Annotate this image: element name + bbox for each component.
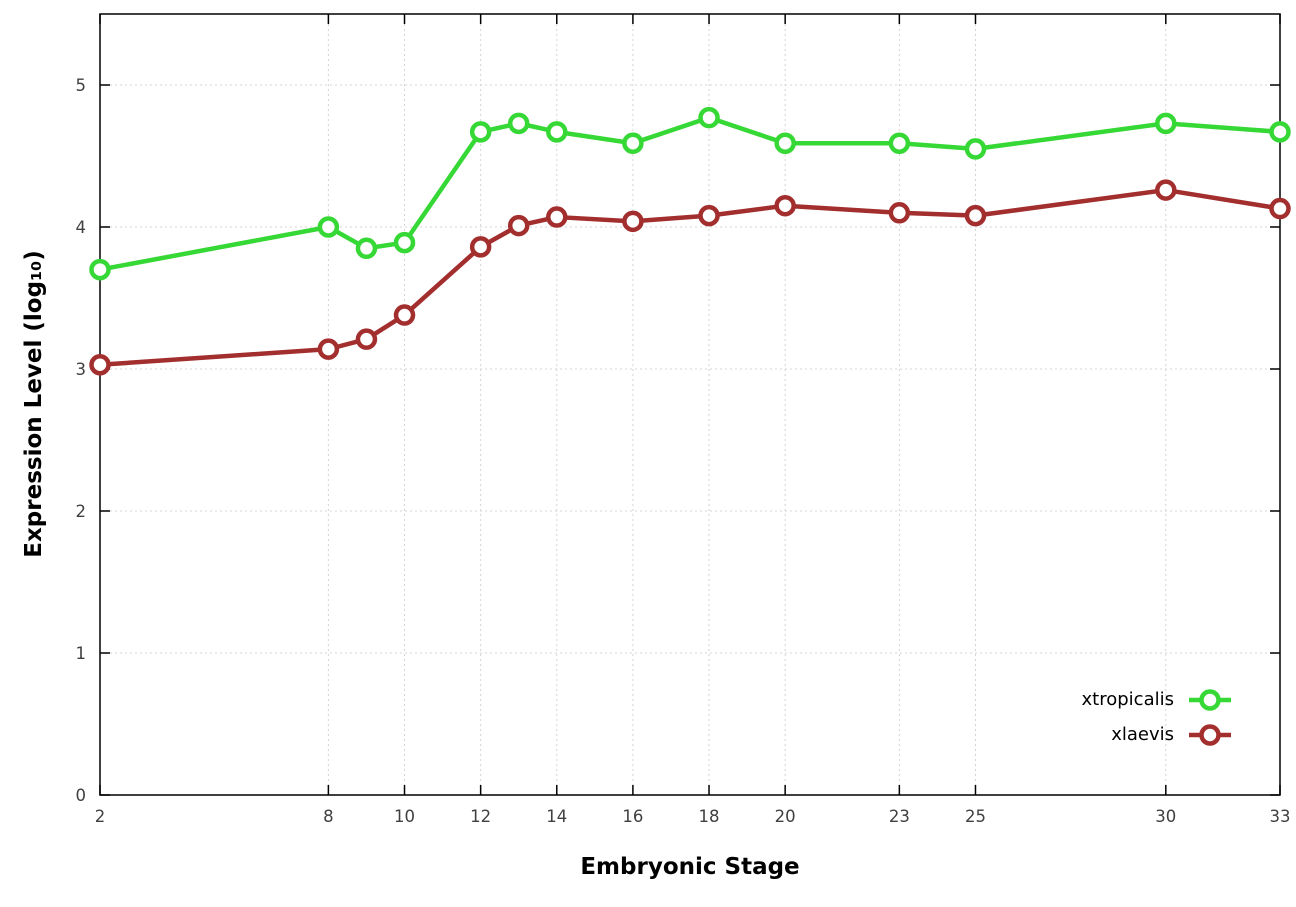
data-point-xtropicalis <box>774 132 796 154</box>
x-tick-label: 8 <box>323 807 334 826</box>
legend-label: xlaevis <box>1111 724 1174 745</box>
data-point-xtropicalis <box>89 258 111 281</box>
data-point-xlaevis <box>393 304 416 326</box>
data-point-xtropicalis <box>355 237 378 260</box>
data-point-xlaevis <box>317 338 340 360</box>
data-point-xlaevis <box>355 328 378 350</box>
x-tick-label: 2 <box>95 807 106 826</box>
x-tick-label: 10 <box>394 807 415 826</box>
x-tick-label: 16 <box>622 807 643 826</box>
data-point-xlaevis <box>622 210 644 233</box>
data-point-xlaevis <box>774 194 796 217</box>
x-tick-label: 12 <box>470 807 491 826</box>
legend-marker-icon <box>1189 723 1231 746</box>
data-point-xlaevis <box>546 206 568 228</box>
x-axis-title: Embryonic Stage <box>580 854 800 880</box>
x-tick-label: 18 <box>699 807 720 826</box>
y-axis-title: Expression Level (log₁₀) <box>21 250 47 558</box>
data-point-xlaevis <box>89 353 111 376</box>
x-tick-label: 25 <box>965 807 986 826</box>
data-point-xtropicalis <box>1269 121 1291 143</box>
x-tick-label: 33 <box>1270 807 1291 826</box>
y-tick-label: 5 <box>76 76 87 95</box>
x-tick-label: 14 <box>546 807 567 826</box>
data-point-xlaevis <box>469 236 492 258</box>
data-point-xlaevis <box>888 202 911 224</box>
legend: xtropicalis xlaevis <box>1082 684 1234 750</box>
data-point-xtropicalis <box>964 138 987 160</box>
data-point-xtropicalis <box>469 121 492 143</box>
data-point-xlaevis <box>964 204 987 227</box>
y-tick-label: 2 <box>76 502 87 521</box>
data-point-xtropicalis <box>546 121 568 143</box>
series-line-xtropicalis <box>97 115 1283 272</box>
data-point-xlaevis <box>507 214 530 237</box>
data-point-xtropicalis <box>393 231 416 254</box>
plot-border <box>99 13 1281 796</box>
y-tick-label: 3 <box>76 360 87 379</box>
y-tick-label: 0 <box>76 786 87 805</box>
data-point-xlaevis <box>698 204 720 227</box>
x-tick-label: 30 <box>1155 807 1176 826</box>
y-tick-label: 1 <box>76 644 87 663</box>
series-line-xlaevis <box>97 187 1283 367</box>
data-point-xtropicalis <box>1155 112 1177 135</box>
legend-label: xtropicalis <box>1081 689 1174 710</box>
legend-item-xtropicalis: xtropicalis <box>1082 684 1234 715</box>
data-point-xlaevis <box>1269 197 1291 220</box>
x-tick-label: 23 <box>889 807 910 826</box>
x-tick-label: 20 <box>775 807 796 826</box>
data-point-xtropicalis <box>507 112 530 135</box>
data-point-xtropicalis <box>698 106 720 129</box>
data-point-xlaevis <box>1155 179 1177 201</box>
y-tick-label: 4 <box>76 218 87 237</box>
data-point-xtropicalis <box>888 132 911 154</box>
data-point-xtropicalis <box>622 132 644 154</box>
data-point-xtropicalis <box>317 216 340 238</box>
legend-item-xlaevis: xlaevis <box>1082 719 1234 750</box>
legend-marker-icon <box>1189 688 1231 711</box>
